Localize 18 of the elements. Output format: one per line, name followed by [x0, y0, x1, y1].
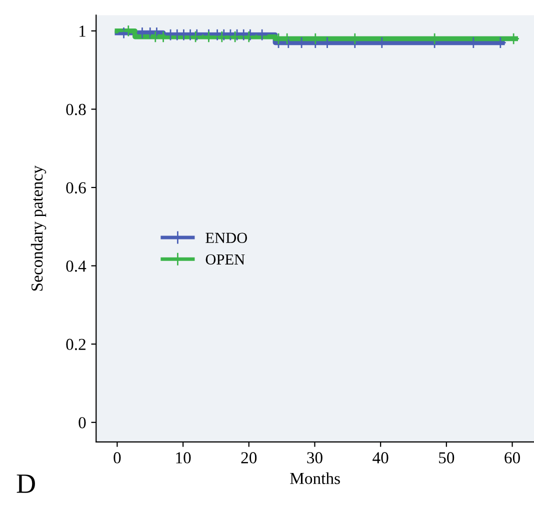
x-axis-title: Months	[290, 472, 340, 484]
y-tick-label: 0.6	[66, 182, 86, 194]
y-tick-label: 1	[80, 26, 86, 37]
x-tick-label: 10	[176, 452, 191, 464]
x-tick-label: 0	[114, 452, 121, 464]
y-axis-title: Secondary patency	[30, 166, 46, 291]
x-tick-label: 60	[504, 452, 520, 464]
x-tick-label: 20	[241, 452, 257, 464]
y-tick-label: 0.4	[66, 260, 86, 272]
x-tick-label: 50	[439, 452, 454, 464]
y-tick-label: 0	[78, 417, 86, 428]
x-tick-label: 40	[372, 452, 388, 464]
y-tick-label: 0.2	[66, 338, 86, 350]
text: D	[16, 474, 35, 493]
legend-label: OPEN	[206, 254, 245, 265]
x-tick-label: 30	[307, 452, 322, 464]
y-tick-label: 0.8	[66, 104, 86, 116]
legend-label: ENDO	[206, 232, 247, 244]
